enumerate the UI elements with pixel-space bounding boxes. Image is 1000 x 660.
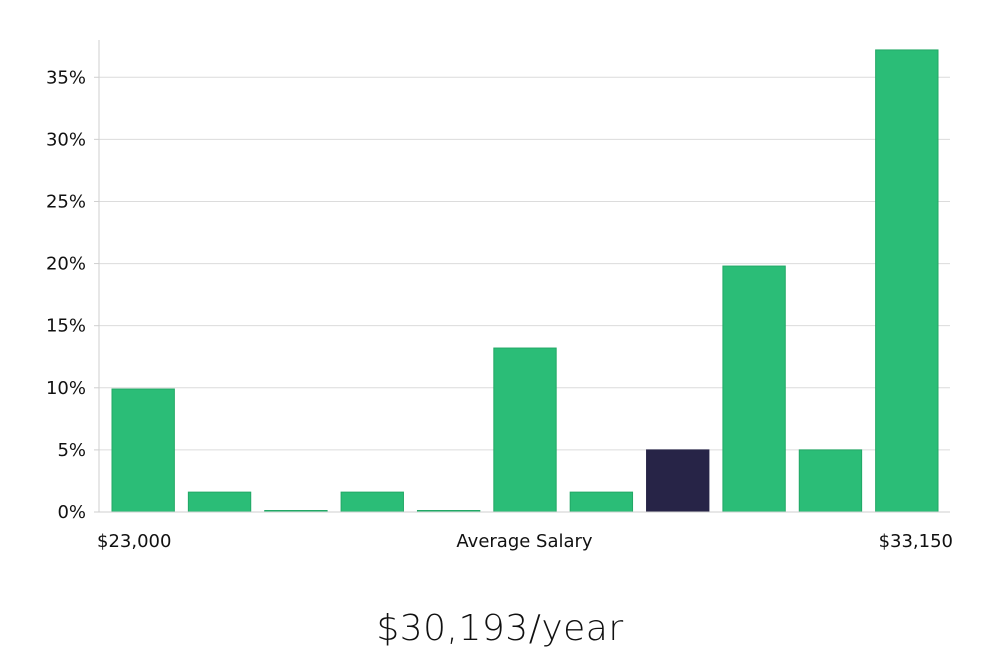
bar [875, 49, 939, 513]
y-tick-label: 35% [46, 67, 86, 88]
axis-layer [94, 40, 950, 513]
bar [340, 491, 404, 513]
bar [111, 388, 175, 513]
y-tick-label: 10% [46, 378, 86, 399]
bar [493, 347, 557, 513]
bar [798, 449, 863, 513]
chart-canvas: 0% 5% 10% 15% 20% 25% 30% 35% $23,000 Average Sal… [46, 40, 953, 552]
average-salary-value: $30,193/year [376, 608, 624, 649]
y-tick-label: 15% [46, 316, 86, 337]
bar-highlighted [646, 449, 710, 513]
y-tick-label: 30% [46, 129, 86, 150]
y-tick-label: 0% [57, 502, 86, 523]
grid-layer [99, 76, 950, 451]
y-tick-label: 5% [57, 440, 86, 461]
bar [722, 265, 786, 513]
bars-layer [111, 49, 939, 513]
x-axis-title: Average Salary [456, 531, 593, 552]
x-max-label: $33,150 [879, 531, 953, 552]
salary-distribution-chart: 0% 5% 10% 15% 20% 25% 30% 35% $23,000 Average Sal… [46, 40, 953, 552]
y-tick-label: 20% [46, 254, 86, 275]
bar [187, 491, 252, 513]
labels-layer: 0% 5% 10% 15% 20% 25% 30% 35% $23,000 Average Sal… [46, 67, 953, 552]
y-tick-label: 25% [46, 191, 86, 212]
bar [569, 491, 634, 513]
x-min-label: $23,000 [97, 531, 171, 552]
